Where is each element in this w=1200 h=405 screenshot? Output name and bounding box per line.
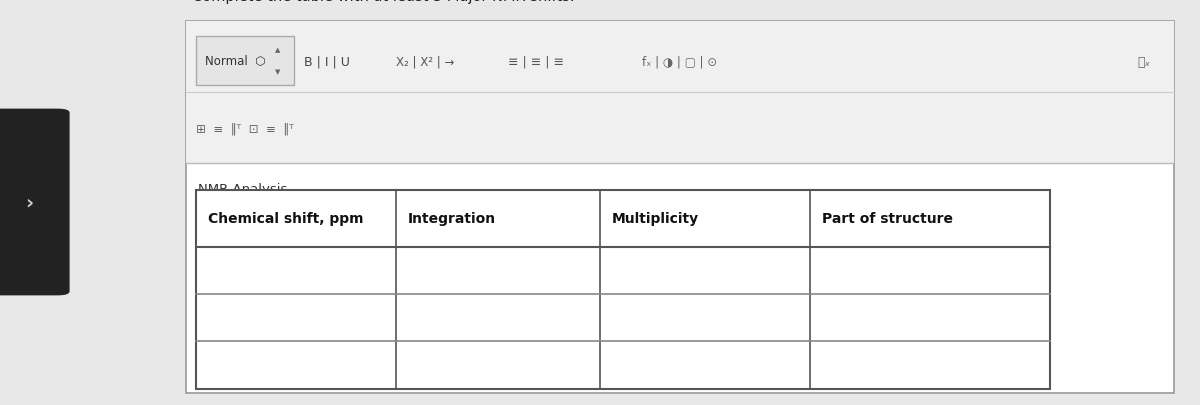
Bar xyxy=(196,190,1050,389)
Text: fₓ | ◑ | ▢ | ⊙: fₓ | ◑ | ▢ | ⊙ xyxy=(642,55,718,68)
Text: ▲: ▲ xyxy=(275,47,280,53)
Text: 𝒯ₓ: 𝒯ₓ xyxy=(1138,55,1150,68)
Text: ›: › xyxy=(25,193,32,212)
Text: ⊞  ≡  ‖ᵀ  ⊡  ≡  ‖ᵀ: ⊞ ≡ ‖ᵀ ⊡ ≡ ‖ᵀ xyxy=(196,122,293,135)
Text: Integration: Integration xyxy=(408,212,496,226)
Text: X₂ | X² | →: X₂ | X² | → xyxy=(396,55,455,68)
Text: Chemical shift, ppm: Chemical shift, ppm xyxy=(208,212,364,226)
Text: ≡ | ≡ | ≡: ≡ | ≡ | ≡ xyxy=(508,55,564,68)
Text: Complete the table with at least 3 Major NMR shifts.: Complete the table with at least 3 Major… xyxy=(192,0,575,4)
Text: Normal  ⬡: Normal ⬡ xyxy=(205,55,265,68)
Text: Multiplicity: Multiplicity xyxy=(612,212,700,226)
Text: ▼: ▼ xyxy=(275,69,280,75)
Text: B | I | U: B | I | U xyxy=(304,55,349,68)
Text: Part of structure: Part of structure xyxy=(822,212,953,226)
Bar xyxy=(186,22,1174,164)
Bar xyxy=(186,22,1174,393)
Text: NMR Analysis: NMR Analysis xyxy=(198,182,287,195)
FancyBboxPatch shape xyxy=(0,109,70,296)
Bar xyxy=(196,36,294,86)
